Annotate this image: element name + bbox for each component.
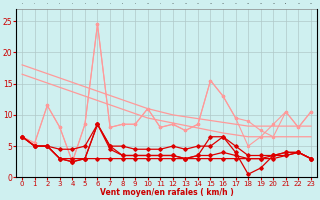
X-axis label: Vent moyen/en rafales ( km/h ): Vent moyen/en rafales ( km/h ) <box>100 188 233 197</box>
